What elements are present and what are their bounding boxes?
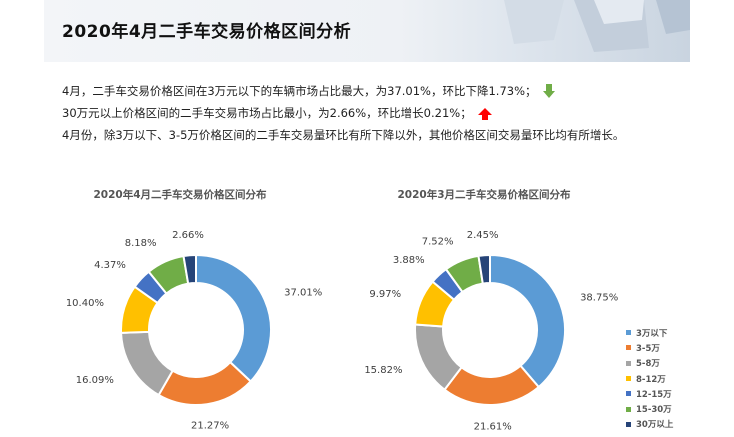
data-label: 38.75%	[580, 292, 618, 303]
summary-line-3: 4月份，除3万以下、3-5万价格区间的二手车交易量环比有所下降以外，其他价格区间…	[62, 124, 722, 146]
down-arrow-icon	[542, 84, 555, 98]
page-title: 2020年4月二手车交易价格区间分析	[62, 22, 352, 42]
data-label: 2.45%	[467, 230, 499, 241]
legend-swatch	[626, 360, 631, 366]
legend-swatch	[626, 330, 631, 336]
data-label: 8.18%	[125, 238, 157, 249]
donut-slice	[477, 253, 491, 285]
legend-swatch	[626, 345, 631, 351]
legend-item: 3-5万	[626, 340, 673, 355]
legend-label: 15-30万	[636, 405, 672, 416]
summary-line-2: 30万元以上价格区间的二手车交易市场占比最小，为2.66%，环比增长0.21%；	[62, 102, 722, 124]
legend-item: 12-15万	[626, 386, 673, 401]
data-label: 16.09%	[76, 375, 114, 386]
page-header: 2020年4月二手车交易价格区间分析	[44, 0, 690, 62]
legend-label: 3万以下	[636, 328, 668, 339]
data-label: 21.27%	[191, 420, 229, 431]
up-arrow-icon	[477, 108, 492, 120]
summary-line-2-text: 30万元以上价格区间的二手车交易市场占比最小，为2.66%，环比增长0.21%；	[62, 106, 472, 120]
donut-slice	[195, 253, 272, 383]
data-label: 21.61%	[474, 421, 512, 432]
legend-label: 8-12万	[636, 374, 666, 385]
legend-item: 3万以下	[626, 325, 673, 340]
data-label: 15.82%	[364, 365, 402, 376]
data-label: 37.01%	[284, 287, 322, 298]
legend-item: 8-12万	[626, 371, 673, 386]
legend-swatch	[626, 421, 631, 427]
legend-swatch	[626, 391, 631, 397]
chart-legend: 3万以下 3-5万 5-8万 8-12万 12-15万 15-30万 30万以上	[626, 325, 673, 432]
legend-item: 5-8万	[626, 356, 673, 371]
data-label: 3.88%	[393, 255, 425, 266]
chart-title-april: 2020年4月二手车交易价格区间分布	[93, 189, 267, 201]
legend-swatch	[626, 406, 631, 412]
summary-line-3-text: 4月份，除3万以下、3-5万价格区间的二手车交易量环比有所下降以外，其他价格区间…	[62, 128, 625, 142]
legend-swatch	[626, 376, 631, 382]
data-label: 9.97%	[369, 289, 401, 300]
data-label: 10.40%	[66, 298, 104, 309]
legend-item: 15-30万	[626, 401, 673, 416]
chart-title-march: 2020年3月二手车交易价格区间分布	[397, 189, 571, 201]
header-decoration-image	[504, 0, 690, 52]
summary-line-1: 4月，二手车交易价格区间在3万元以下的车辆市场占比最大，为37.01%，环比下降…	[62, 80, 722, 102]
legend-label: 12-15万	[636, 389, 672, 400]
data-label: 7.52%	[422, 237, 454, 248]
data-label: 2.66%	[172, 230, 204, 241]
donut-slice	[182, 253, 197, 285]
legend-label: 5-8万	[636, 359, 660, 370]
donut-slice	[489, 253, 566, 389]
summary-text: 4月，二手车交易价格区间在3万元以下的车辆市场占比最大，为37.01%，环比下降…	[62, 80, 722, 146]
legend-label: 30万以上	[636, 420, 674, 431]
legend-label: 3-5万	[636, 343, 660, 354]
data-label: 4.37%	[94, 260, 126, 271]
summary-line-1-text: 4月，二手车交易价格区间在3万元以下的车辆市场占比最大，为37.01%，环比下降…	[62, 84, 537, 98]
legend-item: 30万以上	[626, 417, 673, 432]
